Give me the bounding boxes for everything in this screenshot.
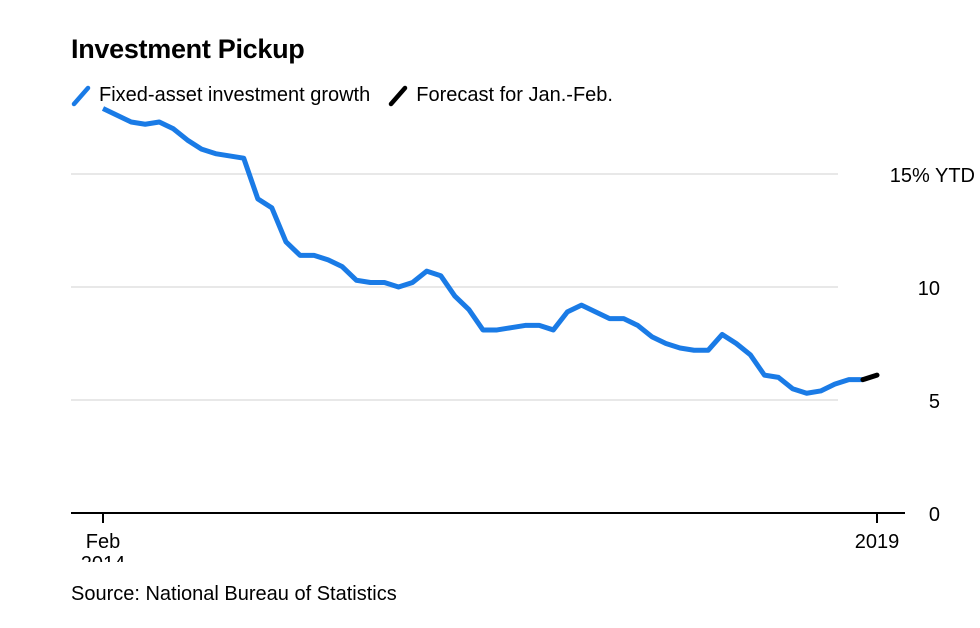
y-tick-label: 0 [929,504,940,526]
y-tick-label: 15% YTD [890,165,975,187]
chart-title: Investment Pickup [71,34,305,64]
y-tick-label: 10 [918,278,940,300]
x-tick-label: Feb [86,531,120,553]
legend-item-fai: Fixed-asset investment growth [71,84,370,107]
legend-item-forecast: Forecast for Jan.-Feb. [388,84,613,107]
forecast-line [860,372,880,383]
legend-swatch-black [388,85,408,106]
legend-label: Forecast for Jan.-Feb. [416,84,613,106]
legend-swatch-blue [71,85,91,106]
legend-label: Fixed-asset investment growth [99,84,371,106]
source-note: Source: National Bureau of Statistics [71,583,397,605]
label-mask [60,562,160,582]
x-tick-label: 2019 [855,531,900,553]
fai-line [101,106,863,396]
y-tick-label: 5 [929,391,940,413]
legend: Fixed-asset investment growth Forecast f… [71,84,631,107]
